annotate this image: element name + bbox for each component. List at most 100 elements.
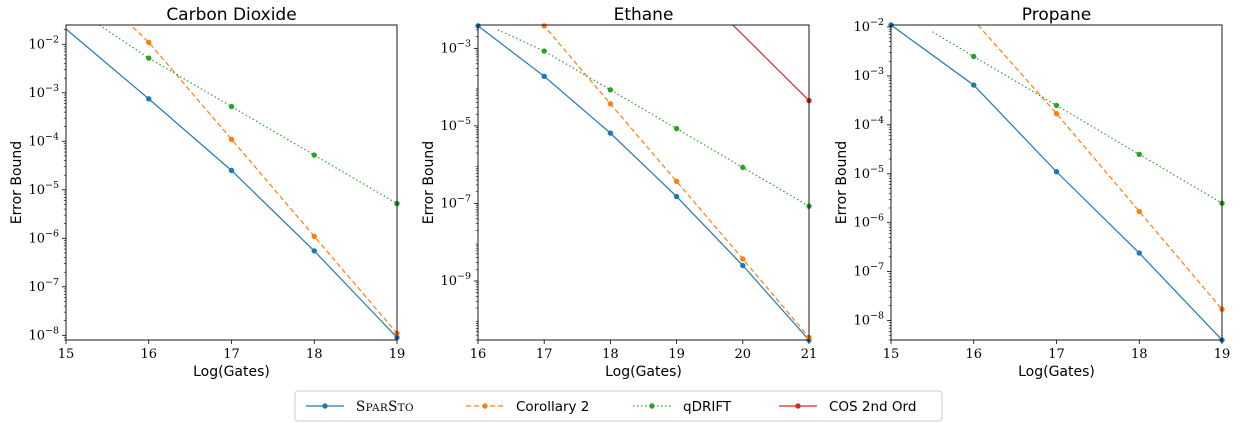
series-group bbox=[478, 25, 809, 340]
data-point-sparsto bbox=[1053, 169, 1060, 175]
markers-group bbox=[146, 39, 400, 341]
chart-panels: 15 16 17 18 19 10−2 10−3 10−4 10−5 10−6 10−7 10−8 Ca… bbox=[9, 5, 1230, 380]
series-line-qdrift bbox=[98, 25, 397, 205]
x-tick-label: 17 bbox=[223, 347, 240, 362]
data-point-sparsto bbox=[1136, 250, 1142, 256]
x-tick-label: 21 bbox=[801, 347, 818, 362]
y-tick-label: 10−3 bbox=[28, 83, 59, 101]
data-point-sparsto bbox=[146, 96, 152, 102]
series-line-qdrift bbox=[497, 29, 809, 207]
data-point-sparsto bbox=[541, 73, 547, 80]
y-tick-label: 10−7 bbox=[28, 277, 59, 295]
legend-label: SPARSTO bbox=[356, 399, 414, 415]
legend-swatch-marker bbox=[482, 403, 488, 409]
legend-item-qdrift: qDRIFT bbox=[633, 399, 732, 415]
data-point-qdrift bbox=[228, 103, 235, 110]
x-tick-label: 20 bbox=[735, 347, 752, 362]
chart-panel-2: 16 17 18 19 20 21 10−3 10−5 10−7 10−9 Ethane Log(Ga… bbox=[421, 5, 817, 380]
x-tick-label: 18 bbox=[602, 347, 619, 362]
axes-frame bbox=[890, 24, 1223, 341]
data-point-qdrift bbox=[971, 53, 977, 60]
legend-item-corollary-2: Corollary 2 bbox=[466, 399, 589, 415]
y-tick-label: 10−3 bbox=[853, 66, 884, 84]
x-axis-label: Log(Gates) bbox=[193, 364, 270, 380]
legend-label: qDRIFT bbox=[683, 399, 732, 415]
y-tick-label: 10−2 bbox=[853, 17, 884, 35]
x-tick-label: 19 bbox=[668, 347, 685, 362]
series-line-corollary-2 bbox=[977, 25, 1222, 310]
series-line-sparsto bbox=[891, 25, 1222, 340]
legend-item-sparsto: SPARSTO bbox=[306, 399, 414, 415]
x-tick-label: 19 bbox=[1214, 347, 1231, 362]
legend-label: COS 2nd Ord bbox=[829, 399, 916, 415]
data-point-corollary-2 bbox=[1053, 110, 1060, 117]
data-point-qdrift bbox=[146, 55, 152, 61]
x-tick-label: 16 bbox=[140, 347, 157, 362]
data-point-sparsto bbox=[607, 130, 614, 136]
data-point-sparsto bbox=[971, 82, 977, 88]
data-point-sparsto bbox=[311, 248, 317, 254]
series-group bbox=[66, 25, 397, 338]
y-axis-label: Error Bound bbox=[9, 141, 25, 224]
y-tick-label: 10−5 bbox=[853, 164, 884, 182]
x-tick-label: 15 bbox=[58, 347, 75, 362]
data-point-corollary-2 bbox=[673, 178, 680, 185]
x-axis-label: Log(Gates) bbox=[1018, 364, 1095, 380]
x-tick-label: 15 bbox=[883, 347, 900, 362]
legend-frame bbox=[294, 390, 943, 422]
legend-swatch-marker bbox=[795, 403, 801, 409]
markers-group bbox=[475, 23, 812, 343]
data-point-corollary-2 bbox=[607, 101, 614, 107]
legend-swatch-marker bbox=[322, 403, 328, 409]
series-line-sparsto bbox=[66, 28, 397, 338]
series-line-sparsto bbox=[478, 25, 809, 340]
chart-title: Propane bbox=[1022, 5, 1091, 25]
legend-label: Corollary 2 bbox=[516, 399, 589, 415]
series-group bbox=[891, 25, 1222, 340]
data-point-qdrift bbox=[541, 48, 547, 54]
y-tick-label: 10−7 bbox=[853, 262, 884, 280]
legend-swatch-marker bbox=[649, 403, 655, 409]
data-point-corollary-2 bbox=[1136, 208, 1142, 215]
data-point-corollary-2 bbox=[311, 233, 317, 239]
markers-group bbox=[888, 22, 1225, 343]
x-tick-label: 16 bbox=[470, 347, 487, 362]
y-tick-label: 10−8 bbox=[28, 325, 59, 343]
x-tick-label: 18 bbox=[1131, 347, 1148, 362]
series-line-cos-2nd-ord bbox=[732, 25, 809, 101]
y-tick-label: 10−7 bbox=[440, 193, 471, 211]
y-tick-label: 10−2 bbox=[28, 34, 59, 52]
y-tick-label: 10−3 bbox=[440, 38, 471, 56]
y-tick-label: 10−4 bbox=[28, 131, 59, 149]
legend: SPARSTO Corollary 2 qDRIFT COS 2nd Ord bbox=[294, 390, 943, 422]
x-tick-label: 17 bbox=[1048, 347, 1065, 362]
chart-panel-3: 15 16 17 18 19 10−2 10−3 10−4 10−5 10−6 10−7 10−8 Pr… bbox=[834, 5, 1230, 380]
y-tick-label: 10−8 bbox=[853, 311, 884, 329]
y-tick-label: 10−5 bbox=[28, 180, 59, 198]
y-tick-label: 10−9 bbox=[440, 271, 471, 289]
data-point-qdrift bbox=[1136, 151, 1142, 158]
y-tick-label: 10−6 bbox=[853, 213, 884, 231]
data-point-corollary-2 bbox=[228, 136, 235, 142]
x-tick-label: 18 bbox=[306, 347, 323, 362]
x-axis-label: Log(Gates) bbox=[605, 364, 682, 380]
y-tick-label: 10−4 bbox=[853, 115, 884, 133]
chart-panel-1: 15 16 17 18 19 10−2 10−3 10−4 10−5 10−6 10−7 10−8 Ca… bbox=[9, 5, 405, 380]
axes-frame bbox=[65, 24, 398, 341]
y-axis-label: Error Bound bbox=[834, 141, 850, 224]
data-point-corollary-2 bbox=[541, 23, 547, 29]
data-point-qdrift bbox=[311, 152, 317, 158]
series-line-corollary-2 bbox=[542, 25, 809, 338]
data-point-corollary-2 bbox=[740, 256, 746, 262]
data-point-qdrift bbox=[673, 125, 680, 132]
axes-frame bbox=[477, 24, 810, 341]
data-point-qdrift bbox=[1053, 102, 1060, 109]
data-point-corollary-2 bbox=[146, 39, 152, 45]
data-point-qdrift bbox=[607, 87, 614, 93]
y-tick-label: 10−6 bbox=[28, 228, 59, 246]
data-point-qdrift bbox=[740, 164, 746, 171]
legend-item-cos-2nd-ord: COS 2nd Ord bbox=[779, 399, 916, 415]
y-tick-label: 10−5 bbox=[440, 116, 471, 134]
chart-title: Ethane bbox=[614, 5, 674, 25]
